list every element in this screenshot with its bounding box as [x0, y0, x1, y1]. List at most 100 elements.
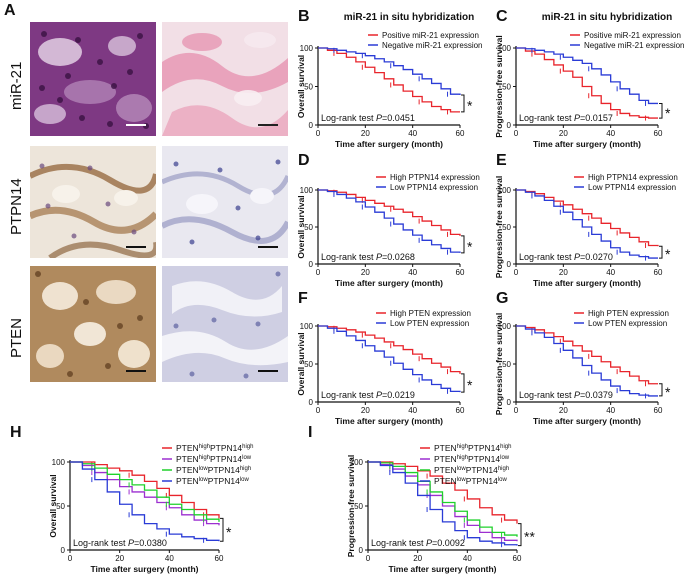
x-tick-label: 0: [316, 406, 321, 415]
scale-bar: [258, 370, 278, 372]
x-tick-label: 40: [408, 129, 417, 138]
y-tick-label: 100: [350, 458, 364, 467]
y-tick-label: 50: [502, 360, 511, 369]
series-line-2: [516, 325, 658, 397]
legend-label-2: Low PTEN expression: [390, 319, 469, 328]
logrank-annotation: Log-rank test P=0.0157: [519, 113, 613, 123]
legend-label-4: PTENlowPTPN14low: [176, 476, 249, 486]
km-chart-f: 0 50 100 0 20 40 60 Time after surgery (month) O…: [296, 309, 473, 426]
x-tick-label: 40: [463, 554, 472, 563]
legend-label-1: High PTEN expression: [588, 309, 669, 318]
x-axis-label: Time after surgery (month): [533, 278, 641, 288]
logrank-annotation: Log-rank test P=0.0268: [321, 252, 415, 262]
series-line-1: [318, 47, 460, 113]
series-line-1: [516, 47, 658, 119]
km-chart-b: miR-21 in situ hybridization 0 50 100 0 20 40 6…: [296, 12, 483, 149]
legend-label-1: Positive miR-21 expression: [584, 31, 681, 40]
x-tick-label: 20: [115, 554, 124, 563]
y-axis-label: Progression-free survival: [494, 176, 504, 279]
y-tick-label: 0: [507, 260, 512, 269]
y-tick-label: 50: [56, 502, 65, 511]
y-axis-label: Progression-free survival: [346, 455, 356, 558]
scale-bar: [258, 246, 278, 248]
series-line-1: [318, 325, 461, 374]
series-line-2: [318, 47, 461, 95]
y-tick-label: 100: [300, 44, 314, 53]
series-line-4: [368, 461, 518, 546]
x-tick-label: 60: [215, 554, 224, 563]
significance-bracket: [461, 94, 465, 113]
logrank-annotation: Log-rank test P=0.0219: [321, 390, 415, 400]
x-tick-label: 40: [606, 406, 615, 415]
panel-label-g: G: [496, 290, 509, 307]
legend-label-2: PTENhighPTPN14low: [176, 454, 252, 464]
series-line-1: [318, 189, 461, 236]
x-tick-label: 0: [514, 268, 519, 277]
km-chart-c: miR-21 in situ hybridization 0 50 100 0 20 40 6…: [494, 12, 685, 149]
significance-bracket: [659, 383, 663, 397]
scale-bar: [126, 370, 146, 372]
x-tick-label: 60: [654, 406, 663, 415]
y-tick-label: 100: [300, 322, 314, 331]
x-tick-label: 60: [654, 268, 663, 277]
significance-marker: *: [467, 97, 473, 113]
series-line-1: [70, 461, 220, 519]
series-line-1: [368, 461, 518, 524]
logrank-annotation: Log-rank test P=0.0379: [519, 390, 613, 400]
scale-bar: [258, 124, 278, 126]
x-axis-label: Time after surgery (month): [335, 416, 443, 426]
x-tick-label: 0: [316, 129, 321, 138]
y-tick-label: 50: [502, 83, 511, 92]
series-line-1: [516, 325, 658, 385]
y-tick-label: 100: [300, 186, 314, 195]
legend-label-2: PTENhighPTPN14low: [434, 454, 510, 464]
significance-marker: *: [665, 105, 671, 121]
micrograph-ptpn14-low: [162, 146, 288, 258]
panel-label-e: E: [496, 152, 507, 169]
y-axis-label: Overall survival: [296, 195, 306, 258]
micrograph-mir21-negative: [162, 22, 288, 136]
logrank-annotation: Log-rank test P=0.0380: [73, 538, 167, 548]
x-axis-label: Time after surgery (month): [90, 564, 198, 574]
panel-label-a: A: [4, 2, 16, 19]
x-tick-label: 40: [408, 268, 417, 277]
x-axis-label: Time after surgery (month): [533, 416, 641, 426]
y-axis-label: Progression-free survival: [494, 35, 504, 138]
scale-bar: [126, 124, 146, 126]
significance-bracket: [461, 373, 465, 393]
x-tick-label: 60: [456, 129, 465, 138]
legend-label-4: PTENlowPTPN14low: [434, 476, 507, 486]
x-tick-label: 60: [654, 129, 663, 138]
series-line-2: [318, 325, 461, 393]
legend-label-3: PTENlowPTPN14high: [176, 465, 251, 475]
series-line-3: [70, 461, 220, 522]
x-tick-label: 20: [559, 406, 568, 415]
row-label-mir21: miR-21: [8, 61, 25, 110]
panel-label-b: B: [298, 8, 310, 25]
micrograph-mir21-positive: [30, 22, 156, 136]
micrograph-pten-high: [30, 266, 156, 382]
x-tick-label: 0: [514, 406, 519, 415]
legend-label-1: Positive miR-21 expression: [382, 31, 479, 40]
significance-bracket: [659, 102, 663, 119]
y-tick-label: 0: [309, 398, 314, 407]
significance-marker: *: [226, 524, 232, 540]
x-tick-label: 20: [361, 406, 370, 415]
y-axis-label: Overall survival: [296, 332, 306, 395]
panel-label-f: F: [298, 290, 308, 307]
panel-label-d: D: [298, 152, 310, 169]
significance-bracket: [220, 517, 224, 542]
legend-label-1: PTENhighPTPN14high: [176, 443, 253, 453]
x-axis-label: Time after surgery (month): [335, 139, 443, 149]
legend-label-2: Low PTEN expression: [588, 319, 667, 328]
significance-marker: *: [665, 246, 671, 262]
series-line-2: [318, 189, 461, 253]
significance-bracket: [659, 245, 663, 259]
x-tick-label: 40: [165, 554, 174, 563]
x-tick-label: 0: [316, 268, 321, 277]
legend-label-2: Low PTPN14 expression: [588, 183, 676, 192]
y-tick-label: 50: [502, 223, 511, 232]
y-tick-label: 50: [304, 223, 313, 232]
x-tick-label: 40: [606, 268, 615, 277]
km-chart-d: 0 50 100 0 20 40 60 Time after surgery (month) O…: [296, 173, 480, 288]
